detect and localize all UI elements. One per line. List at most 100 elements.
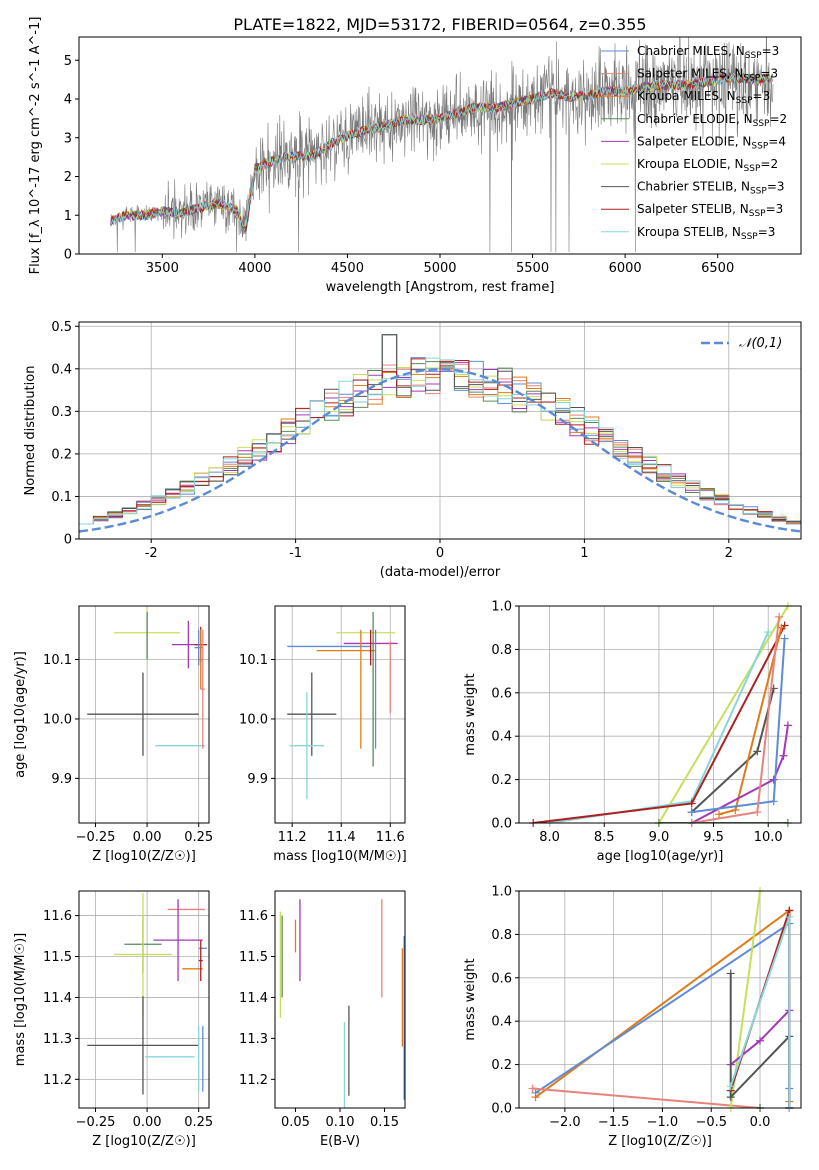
x-tick-label: 0.05 bbox=[281, 1115, 310, 1130]
weight-marker-kroupa_stelib bbox=[785, 913, 794, 922]
y-tick-label: 0.8 bbox=[491, 643, 512, 658]
x-tick-label: −2.0 bbox=[549, 1115, 581, 1130]
y-tick-label: 11.2 bbox=[43, 1073, 72, 1088]
x-tick-label: 8.5 bbox=[594, 830, 615, 845]
x-axis-label: Z [log10(Z/Z☉)] bbox=[92, 849, 196, 864]
weight-marker-salpeter_elodie bbox=[756, 1036, 765, 1045]
x-tick-label: 6500 bbox=[701, 261, 734, 276]
gaussian-curve bbox=[79, 368, 801, 533]
x-axis-label: Z [log10(Z/Z☉)] bbox=[92, 1134, 196, 1149]
y-tick-label: 0.0 bbox=[491, 1102, 512, 1117]
y-tick-label: 10.0 bbox=[43, 712, 72, 727]
y-tick-label: 2 bbox=[64, 170, 72, 185]
x-axis-label: age [log10(age/yr)] bbox=[597, 849, 724, 864]
x-tick-label: 0.0 bbox=[750, 1115, 771, 1130]
x-tick-label: 2 bbox=[725, 546, 733, 561]
spectrum-frame bbox=[78, 36, 802, 255]
y-axis-label: mass weight bbox=[463, 673, 478, 755]
x-axis-label: mass [log10(M/M☉)] bbox=[273, 849, 406, 864]
observed-spectrum-line bbox=[110, 37, 774, 253]
legend-label: Salpeter MILES, NSSP=3 bbox=[637, 67, 778, 84]
y-tick-label: 4 bbox=[64, 93, 72, 108]
x-tick-label: 4000 bbox=[238, 261, 271, 276]
y-tick-label: 10.0 bbox=[239, 712, 268, 727]
weight-marker-kroupa_stelib bbox=[764, 628, 773, 637]
y-tick-label: 9.9 bbox=[247, 772, 268, 787]
weight-marker-chabrier_miles bbox=[531, 1088, 540, 1097]
weight-line-salpeter_elodie bbox=[691, 725, 789, 823]
y-tick-label: 0.2 bbox=[491, 1058, 512, 1073]
x-tick-label: -1 bbox=[289, 546, 302, 561]
histogram-kroupa_stelib bbox=[79, 357, 801, 539]
x-tick-label: −0.5 bbox=[695, 1115, 727, 1130]
y-tick-label: 0.2 bbox=[51, 447, 72, 462]
figure-title: PLATE=1822, MJD=53172, FIBERID=0564, z=0… bbox=[233, 15, 646, 34]
y-tick-label: 0.3 bbox=[51, 405, 72, 420]
age-vs-mass-frame bbox=[274, 605, 406, 824]
y-tick-label: 0.5 bbox=[51, 320, 72, 335]
weight-marker-chabrier_stelib bbox=[726, 969, 735, 978]
weight-marker-chabrier_miles bbox=[769, 797, 778, 806]
x-tick-label: 0.25 bbox=[184, 1115, 213, 1130]
x-tick-label: 6000 bbox=[609, 261, 642, 276]
x-tick-label: 0 bbox=[436, 546, 444, 561]
y-tick-label: 0.6 bbox=[491, 971, 512, 986]
x-tick-label: 11.2 bbox=[278, 830, 307, 845]
x-tick-label: 0.10 bbox=[326, 1115, 355, 1130]
weight-marker-salpeter_stelib bbox=[687, 799, 696, 808]
y-tick-label: 0.2 bbox=[491, 773, 512, 788]
weight-marker-chabrier_miles bbox=[687, 808, 696, 817]
weight-marker-salpeter_miles bbox=[775, 612, 784, 621]
x-axis-label: wavelength [Angstrom, rest frame] bbox=[326, 280, 555, 295]
weight-marker-chabrier_stelib bbox=[753, 747, 762, 756]
weight-marker-kroupa_stelib bbox=[726, 1082, 735, 1091]
legend-label: Chabrier STELIB, NSSP=3 bbox=[637, 180, 785, 197]
x-tick-label: 10.0 bbox=[754, 830, 783, 845]
y-tick-label: 0 bbox=[64, 248, 72, 263]
x-tick-label: 11.6 bbox=[376, 830, 405, 845]
x-axis-label: E(B-V) bbox=[320, 1134, 360, 1149]
y-tick-label: 11.5 bbox=[239, 950, 268, 965]
mass-vs-ebv-frame bbox=[274, 890, 406, 1109]
x-tick-label: 3500 bbox=[146, 261, 179, 276]
y-tick-label: 1.0 bbox=[491, 600, 512, 615]
x-axis-label: (data-model)/error bbox=[380, 565, 501, 580]
legend-label: Kroupa STELIB, NSSP=3 bbox=[637, 225, 775, 242]
legend-label: Kroupa ELODIE, NSSP=2 bbox=[637, 157, 778, 174]
x-tick-label: −1.0 bbox=[647, 1115, 679, 1130]
mass-vs-Z-frame bbox=[78, 890, 210, 1109]
y-tick-label: 0.4 bbox=[491, 1015, 512, 1030]
y-tick-label: 1 bbox=[64, 209, 72, 224]
weight-marker-salpeter_miles bbox=[753, 808, 762, 817]
legend-label: Salpeter ELODIE, NSSP=4 bbox=[637, 134, 786, 151]
spectrum-axes bbox=[75, 59, 719, 258]
y-axis-label: Flux [f_λ 10^-17 erg cm^-2 s^-1 A^-1] bbox=[28, 17, 43, 275]
y-tick-label: 11.3 bbox=[239, 1032, 268, 1047]
x-tick-label: 0.00 bbox=[133, 1115, 162, 1130]
weight-line-kroupa_elodie bbox=[658, 606, 789, 823]
x-tick-label: 0.25 bbox=[184, 830, 213, 845]
x-tick-label: -2 bbox=[145, 546, 158, 561]
y-tick-label: 0.4 bbox=[491, 730, 512, 745]
age-vs-mass-axes bbox=[271, 606, 405, 827]
model-spectrum-kroupa_stelib bbox=[110, 72, 773, 228]
y-tick-label: 11.5 bbox=[43, 950, 72, 965]
y-axis-label: age [log10(age/yr)] bbox=[13, 651, 28, 778]
y-tick-label: 5 bbox=[64, 54, 72, 69]
x-tick-label: −1.5 bbox=[598, 1115, 630, 1130]
mass-weight-vs-Z-frame bbox=[518, 890, 802, 1109]
x-tick-label: 5000 bbox=[423, 261, 456, 276]
mass-vs-Z-axes bbox=[75, 891, 209, 1112]
x-tick-label: −0.25 bbox=[76, 830, 116, 845]
y-tick-label: 0.8 bbox=[491, 928, 512, 943]
age-vs-Z-frame bbox=[78, 605, 210, 824]
residuals-axes bbox=[75, 322, 801, 543]
y-tick-label: 11.4 bbox=[43, 991, 72, 1006]
weight-line-chabrier_miles bbox=[691, 638, 786, 814]
y-tick-label: 0.1 bbox=[51, 490, 72, 505]
x-tick-label: 11.4 bbox=[327, 830, 356, 845]
y-axis-label: mass weight bbox=[463, 958, 478, 1040]
y-axis-label: mass [log10(M/M☉)] bbox=[13, 933, 28, 1066]
legend-label: Chabrier ELODIE, NSSP=2 bbox=[637, 112, 787, 129]
residuals-frame bbox=[78, 321, 802, 540]
